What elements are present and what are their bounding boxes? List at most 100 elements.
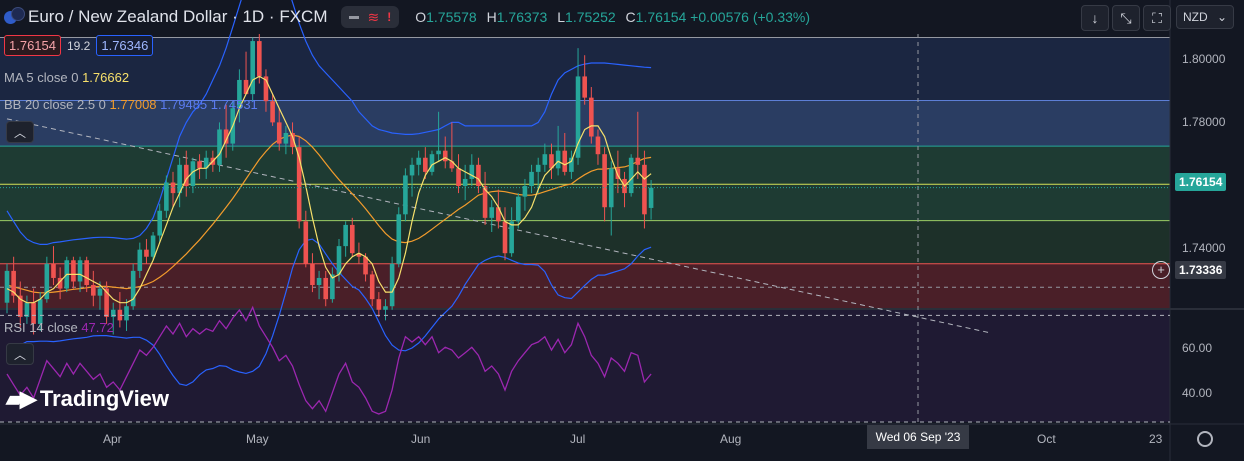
price-tick: 1.78000	[1182, 115, 1226, 129]
symbol-title[interactable]: Euro / New Zealand Dollar · 1D · FXCM	[28, 7, 328, 26]
bb-upper-line	[6, 0, 652, 245]
plus-icon: +	[1157, 262, 1165, 277]
candle-body	[110, 309, 116, 317]
candle-body	[469, 164, 475, 179]
time-tick: Jun	[411, 432, 431, 446]
candle-body	[535, 164, 541, 172]
candle-body	[482, 186, 488, 218]
brand-name: TradingView	[39, 386, 170, 411]
candle-body	[363, 256, 368, 275]
settings-gear-icon[interactable]	[1197, 431, 1213, 447]
symbol-header: Euro / New Zealand Dollar · 1D · FXCM ≋ …	[0, 4, 816, 30]
candle-body	[237, 79, 242, 109]
ma-legend[interactable]: MA 5 close 0 1.76662	[4, 70, 130, 85]
candle-body	[303, 221, 309, 264]
candle-body	[522, 186, 528, 197]
fullscreen-icon: ⤡	[1120, 9, 1132, 26]
tradingview-mark-icon: ▰▶	[6, 386, 37, 411]
bb-lower-line	[6, 238, 652, 387]
candle-body	[124, 306, 129, 321]
candle-body	[502, 221, 508, 254]
candle-body	[589, 97, 594, 137]
candle-body	[515, 196, 521, 222]
candle-body	[436, 150, 441, 155]
candle-body	[409, 164, 415, 176]
screenshot-button[interactable]: ⛶	[1143, 5, 1171, 31]
buy-price-button[interactable]: 1.76346	[96, 35, 154, 56]
candle-body	[276, 122, 282, 144]
collapse-indicators-button[interactable]: ︿	[6, 121, 34, 143]
time-tick: Aug	[720, 432, 742, 446]
candle-body	[615, 168, 621, 179]
candle-body	[157, 210, 163, 236]
ohlc-values: O1.75578 H1.76373 L1.75252 C1.76154 +0.0…	[415, 9, 811, 25]
add-alert-button[interactable]: +	[1152, 261, 1170, 279]
candle-body	[635, 157, 641, 165]
candle-body	[71, 260, 76, 282]
candle-body	[489, 207, 495, 218]
rsi-legend[interactable]: RSI 14 close 47.72	[4, 320, 114, 335]
candle-body	[164, 182, 169, 211]
candle-body	[529, 171, 534, 187]
candle-body	[648, 187, 654, 208]
candle-body	[31, 302, 36, 324]
arrow-down-button[interactable]: ↓	[1081, 5, 1109, 31]
candle-body	[203, 157, 209, 169]
alert-icon: !	[387, 10, 392, 24]
fullscreen-button[interactable]: ⤡	[1112, 5, 1140, 31]
candle-body	[283, 132, 289, 144]
chevron-up-icon: ︿	[13, 125, 26, 140]
candle-body	[542, 154, 548, 165]
zone-blue	[0, 100, 1170, 147]
tradingview-logo[interactable]: ▰▶ TradingView	[6, 386, 169, 412]
candle-body	[310, 263, 315, 286]
bb-legend[interactable]: BB 20 close 2.5 0 1.77008 1.79485 1.7453…	[4, 97, 258, 112]
time-tick: Apr	[103, 432, 122, 446]
candle-body	[177, 164, 182, 194]
candle-body	[17, 295, 23, 317]
zone-green	[0, 146, 1170, 221]
candle-body	[197, 161, 202, 169]
candle-body	[51, 263, 56, 278]
rsi-tick: 60.00	[1182, 341, 1213, 355]
candle-body	[11, 270, 16, 296]
time-tick: May	[246, 432, 269, 446]
candle-body	[336, 246, 342, 275]
candle-body	[628, 157, 634, 194]
currency-select[interactable]: NZD ⌄	[1176, 5, 1234, 29]
candle-body	[316, 277, 322, 286]
candle-body	[356, 253, 362, 257]
time-tick: Oct	[1037, 432, 1056, 446]
candle-body	[170, 182, 176, 194]
rsi-tick: 40.00	[1182, 386, 1213, 400]
arrow-down-icon: ↓	[1091, 10, 1099, 26]
candle-body	[602, 154, 607, 208]
candle-body	[150, 235, 156, 257]
candle-body	[117, 309, 123, 321]
price-tick: 1.74000	[1182, 241, 1226, 255]
crosshair-price-label: 1.73336	[1175, 261, 1227, 279]
candle-body	[416, 157, 421, 165]
trendline	[6, 118, 990, 334]
candle-body	[183, 164, 189, 187]
indicator-status-pill[interactable]: ≋ !	[341, 6, 400, 28]
candle-body	[24, 302, 30, 317]
candle-body	[462, 178, 468, 187]
candle-body	[296, 147, 302, 222]
candle-body	[144, 249, 149, 257]
candle-body	[449, 161, 455, 169]
candle-body	[343, 224, 348, 247]
candle-body	[37, 299, 43, 324]
candle-body	[84, 260, 89, 286]
candle-body	[423, 157, 428, 172]
candle-body	[104, 288, 109, 317]
candle-body	[323, 277, 329, 300]
currency-pair-flag-icon	[4, 7, 25, 27]
candle-body	[250, 41, 255, 95]
collapse-rsi-button[interactable]: ︿	[6, 343, 34, 365]
candle-body	[642, 164, 647, 215]
sell-price-button[interactable]: 1.76154	[4, 35, 61, 56]
candle-body	[97, 288, 103, 296]
candle-body	[555, 150, 561, 169]
